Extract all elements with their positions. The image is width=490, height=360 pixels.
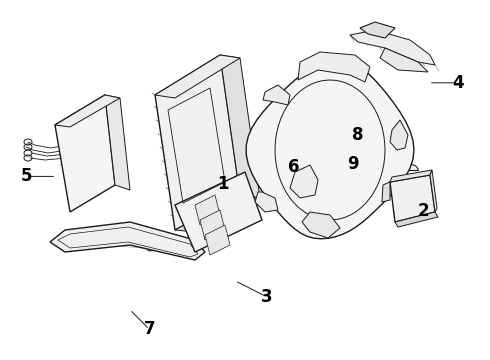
Polygon shape [395, 212, 438, 227]
Polygon shape [302, 212, 340, 238]
Polygon shape [155, 55, 240, 98]
Polygon shape [263, 85, 290, 105]
Polygon shape [55, 95, 120, 127]
Text: 6: 6 [288, 158, 300, 176]
Polygon shape [390, 170, 432, 182]
Text: 3: 3 [261, 288, 273, 306]
Text: 1: 1 [217, 175, 229, 193]
Polygon shape [246, 61, 414, 239]
Polygon shape [105, 95, 130, 190]
Polygon shape [430, 170, 437, 212]
Polygon shape [220, 55, 260, 198]
Polygon shape [298, 52, 370, 82]
Polygon shape [205, 225, 230, 255]
Polygon shape [50, 222, 205, 260]
Polygon shape [175, 172, 262, 252]
Polygon shape [350, 30, 435, 65]
Polygon shape [290, 165, 318, 198]
Polygon shape [255, 192, 278, 212]
Polygon shape [175, 195, 260, 232]
Polygon shape [390, 120, 408, 150]
Polygon shape [380, 48, 428, 72]
Text: 9: 9 [347, 155, 359, 173]
Polygon shape [155, 55, 240, 230]
Text: 5: 5 [21, 167, 33, 185]
Polygon shape [390, 175, 435, 222]
Polygon shape [55, 95, 115, 212]
Polygon shape [360, 22, 395, 38]
Text: 4: 4 [452, 74, 464, 92]
Text: 2: 2 [418, 202, 430, 220]
Text: 7: 7 [144, 320, 155, 338]
Text: 8: 8 [352, 126, 364, 144]
Polygon shape [382, 182, 390, 202]
Polygon shape [195, 195, 220, 225]
Polygon shape [200, 210, 225, 240]
